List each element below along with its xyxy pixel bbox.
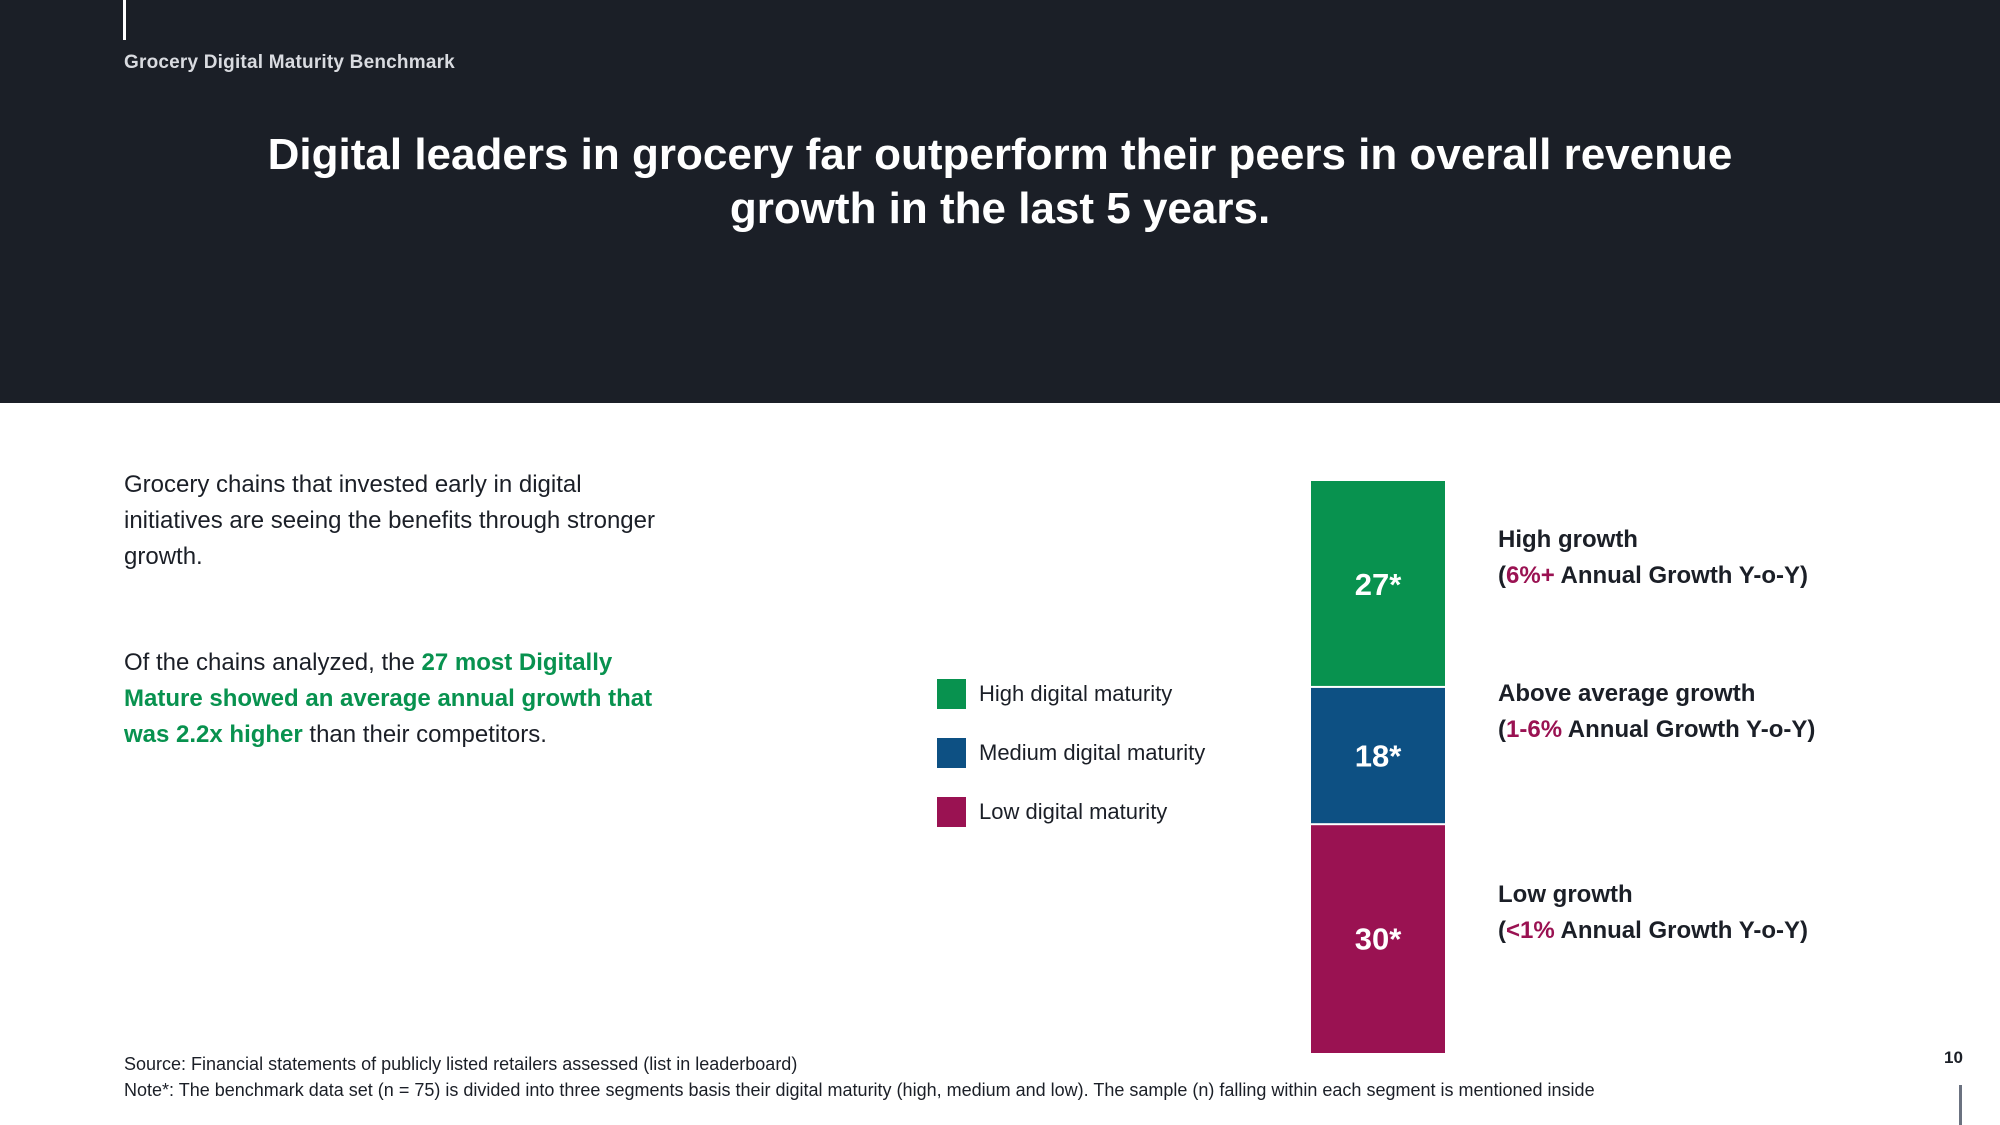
- header-banner: Grocery Digital Maturity Benchmark Digit…: [0, 0, 2000, 403]
- bar-segment-medium: [1311, 687, 1445, 824]
- bar-segment-high: [1311, 481, 1445, 686]
- annotation-high-range: 6%+: [1506, 562, 1555, 589]
- annotation-low-growth: Low growth (<1% Annual Growth Y-o-Y): [1498, 877, 1808, 949]
- finding-prefix: Of the chains analyzed, the: [124, 649, 422, 676]
- legend-swatch-low: [937, 796, 966, 827]
- page-number: 10: [1944, 1048, 1963, 1067]
- header-accent-bar: [123, 0, 126, 40]
- page-title: Digital leaders in grocery far outperfor…: [267, 130, 1733, 233]
- footnote: Note*: The benchmark data set (n = 75) i…: [124, 1080, 1595, 1100]
- annotation-medium-range: 1-6%: [1506, 716, 1563, 743]
- chart-legend: High digital maturity Medium digital mat…: [937, 664, 1205, 841]
- source-note: Source: Financial statements of publicly…: [124, 1054, 798, 1074]
- finding-paragraph: Of the chains analyzed, the 27 most Digi…: [124, 645, 684, 753]
- legend-item-medium: Medium digital maturity: [937, 723, 1205, 782]
- bar-label-high: 27*: [1355, 567, 1402, 602]
- footer-notes: Source: Financial statements of publicly…: [124, 1051, 1924, 1103]
- annotation-high-title: High growth: [1498, 526, 1638, 553]
- page-accent-bar: [1959, 1085, 1962, 1125]
- annotation-low-detail: (<1% Annual Growth Y-o-Y): [1498, 917, 1809, 944]
- intro-text: Grocery chains that invested early in di…: [124, 471, 655, 570]
- bar-label-low: 30*: [1355, 922, 1402, 957]
- legend-label-medium: Medium digital maturity: [979, 739, 1206, 765]
- finding-highlight: 27 most Digitally Mature showed an avera…: [124, 649, 653, 748]
- annotation-high-growth: High growth (6%+ Annual Growth Y-o-Y): [1498, 522, 1808, 594]
- annotation-above-average-growth: Above average growth (1-6% Annual Growth…: [1498, 676, 1815, 748]
- legend-label-low: Low digital maturity: [979, 798, 1168, 824]
- finding-suffix: than their competitors.: [302, 721, 547, 748]
- legend-item-high: High digital maturity: [937, 664, 1205, 723]
- annotation-low-range: <1%: [1506, 917, 1555, 944]
- breadcrumb: Grocery Digital Maturity Benchmark: [124, 52, 455, 73]
- annotation-high-detail: (6%+ Annual Growth Y-o-Y): [1498, 562, 1809, 589]
- legend-swatch-high: [937, 678, 966, 709]
- legend-item-low: Low digital maturity: [937, 782, 1205, 841]
- annotation-medium-detail: (1-6% Annual Growth Y-o-Y): [1498, 716, 1816, 743]
- annotation-low-title: Low growth: [1498, 881, 1633, 908]
- annotation-medium-title: Above average growth: [1498, 680, 1756, 707]
- bar-segment-low: [1311, 825, 1445, 1053]
- legend-swatch-medium: [937, 737, 966, 768]
- bar-label-medium: 18*: [1355, 739, 1402, 774]
- legend-label-high: High digital maturity: [979, 680, 1173, 706]
